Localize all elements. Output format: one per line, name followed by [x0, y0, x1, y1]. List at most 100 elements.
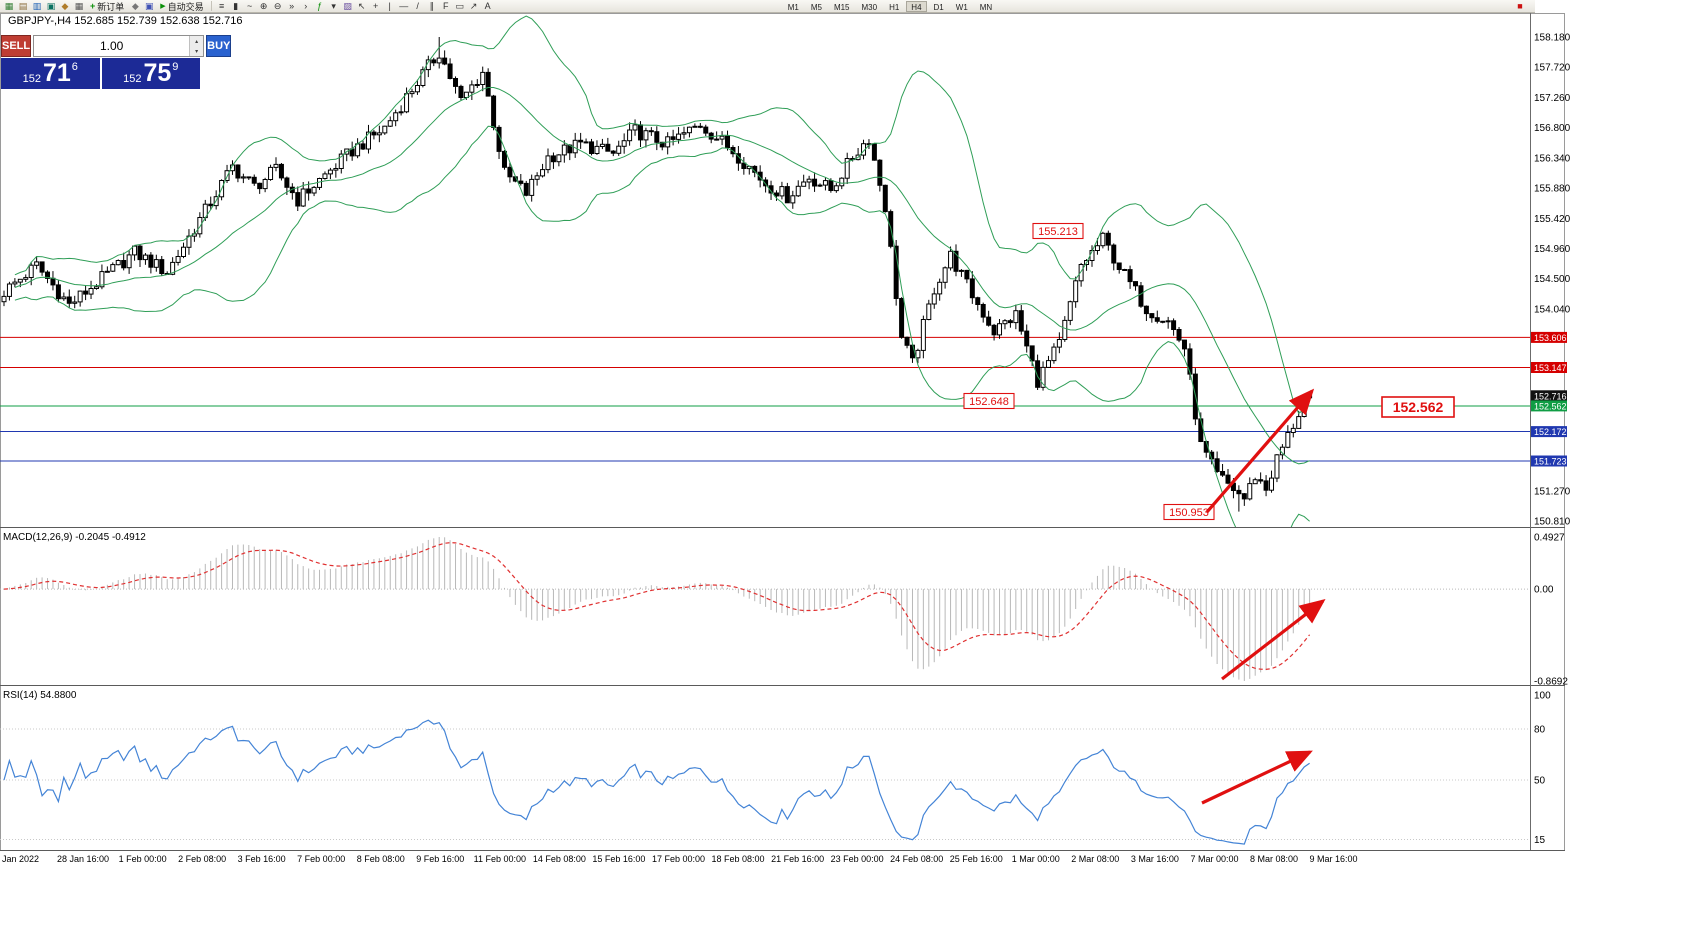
price-tag	[1531, 400, 1567, 412]
svg-text:3 Mar 16:00: 3 Mar 16:00	[1131, 854, 1179, 864]
terminal-icon[interactable]: ▦	[74, 0, 84, 11]
fibonacci-icon[interactable]: F	[442, 0, 449, 11]
svg-text:152.172: 152.172	[1534, 427, 1567, 437]
candle	[893, 245, 899, 299]
candle	[676, 133, 682, 140]
volume-field: ▴ ▾	[33, 35, 205, 57]
metaeditor-icon[interactable]: ◆	[131, 0, 139, 11]
candle	[648, 130, 654, 133]
candle	[382, 125, 388, 134]
cursor-icon[interactable]: ↖	[357, 0, 366, 11]
bar-chart-icon[interactable]: ≡	[219, 0, 225, 11]
candle	[920, 319, 926, 351]
vertical-line-icon[interactable]: |	[388, 0, 391, 11]
svg-text:14 Feb 08:00: 14 Feb 08:00	[533, 854, 586, 864]
ask-pips: 75	[143, 59, 172, 87]
new-order-label: 新订单	[97, 1, 125, 12]
candle	[958, 269, 964, 272]
svg-text:18 Feb 08:00: 18 Feb 08:00	[711, 854, 764, 864]
candle	[583, 141, 589, 144]
candle	[268, 166, 274, 180]
zoom-in-icon[interactable]: ⊕	[259, 0, 268, 11]
shapes-icon[interactable]: ▭	[455, 0, 464, 11]
arrows-icon[interactable]: ↗	[469, 0, 478, 11]
timeframe-m15[interactable]: M15	[833, 2, 850, 12]
sell-button[interactable]: SELL	[1, 35, 32, 57]
indicators-icon[interactable]: ƒ	[317, 0, 323, 11]
new-order-icon: +	[90, 1, 96, 11]
timeframe-m5[interactable]: M5	[810, 2, 822, 12]
timeframe-w1[interactable]: W1	[955, 2, 968, 12]
navigator-icon[interactable]: ◆	[61, 0, 69, 11]
candle	[725, 135, 731, 148]
svg-text:154.040: 154.040	[1534, 304, 1571, 315]
candle	[208, 203, 214, 207]
bid-pips: 71	[42, 59, 71, 87]
timeframe-m30[interactable]: M30	[861, 2, 878, 12]
periods-icon[interactable]: ▾	[331, 0, 336, 11]
new-chart-icon[interactable]: ▦	[4, 0, 14, 11]
candle	[812, 178, 818, 187]
toolbar-chart-tools: ≡ ▮ ~ ⊕ ⊖ » › ƒ ▾ ▨ ↖ + | — / ∥ F ▭ ↗ A	[216, 1, 494, 12]
chart-area[interactable]: 158.180 157.720 157.260 156.800 156.340 155.8…	[0, 13, 1697, 936]
candle	[1024, 330, 1030, 347]
crosshair-icon[interactable]: +	[373, 0, 379, 11]
timeframe-d1[interactable]: D1	[933, 2, 944, 12]
zoom-out-icon[interactable]: ⊖	[273, 0, 282, 11]
templates-icon[interactable]: ▨	[343, 0, 352, 11]
bid-price-display[interactable]: 152 71 6	[1, 58, 100, 89]
ask-integer: 152	[123, 73, 142, 85]
candle	[6, 283, 12, 297]
svg-text:23 Feb 00:00: 23 Feb 00:00	[831, 854, 884, 864]
timeframe-h1[interactable]: H1	[889, 2, 900, 12]
svg-text:0.4927: 0.4927	[1534, 533, 1565, 544]
candlestick-chart-icon[interactable]: ▮	[233, 0, 239, 11]
new-order-button[interactable]: + 新订单	[87, 0, 127, 13]
market-watch-icon[interactable]: ▥	[32, 0, 42, 11]
spinner-up-icon[interactable]: ▴	[195, 38, 199, 45]
svg-text:24 Feb 08:00: 24 Feb 08:00	[890, 854, 943, 864]
trendline-icon[interactable]: /	[416, 0, 419, 11]
candle	[518, 180, 524, 184]
candle	[986, 316, 992, 326]
timeframe-m1[interactable]: M1	[787, 2, 799, 12]
candle	[137, 245, 143, 261]
candle	[997, 323, 1003, 336]
price-axis: 158.180 157.720 157.260 156.800 156.340 155.8…	[1531, 33, 1571, 846]
candle	[311, 186, 317, 194]
timeframe-mn[interactable]: MN	[979, 2, 993, 12]
auto-trading-button[interactable]: ▶ 自动交易	[157, 0, 206, 13]
candle	[1214, 458, 1220, 472]
candle	[273, 163, 279, 168]
text-icon[interactable]: A	[484, 0, 491, 11]
candle	[39, 261, 45, 273]
channel-icon[interactable]: ∥	[429, 0, 434, 11]
svg-text:100: 100	[1534, 691, 1551, 702]
volume-input[interactable]	[34, 36, 190, 56]
horizontal-line-icon[interactable]: —	[399, 0, 409, 11]
candle	[1247, 483, 1253, 500]
buy-button[interactable]: BUY	[206, 35, 232, 57]
ask-price-display[interactable]: 152 75 9	[101, 58, 200, 89]
candle	[501, 150, 507, 168]
auto-scroll-icon[interactable]: »	[289, 0, 295, 11]
trade-controls-row: SELL ▴ ▾ BUY	[1, 35, 232, 57]
candle	[1116, 262, 1122, 270]
volume-spinner[interactable]: ▴ ▾	[189, 36, 204, 56]
spinner-down-icon[interactable]: ▾	[195, 48, 199, 55]
chart-shift-icon[interactable]: ›	[304, 0, 308, 11]
strategy-tester-icon[interactable]: ▣	[145, 0, 154, 11]
timeframe-h4[interactable]: H4	[906, 0, 927, 12]
candle	[980, 304, 986, 318]
line-chart-icon[interactable]: ~	[247, 0, 253, 11]
svg-text:21 Feb 16:00: 21 Feb 16:00	[771, 854, 824, 864]
candle	[616, 145, 622, 154]
alert-icon[interactable]: ■	[1517, 0, 1523, 11]
auto-trading-label: 自动交易	[167, 1, 204, 12]
data-window-icon[interactable]: ▣	[46, 0, 56, 11]
candle	[322, 173, 328, 179]
candle	[1176, 329, 1182, 341]
profiles-icon[interactable]: ▤	[18, 0, 28, 11]
candle	[1029, 345, 1035, 362]
candle	[909, 344, 915, 359]
